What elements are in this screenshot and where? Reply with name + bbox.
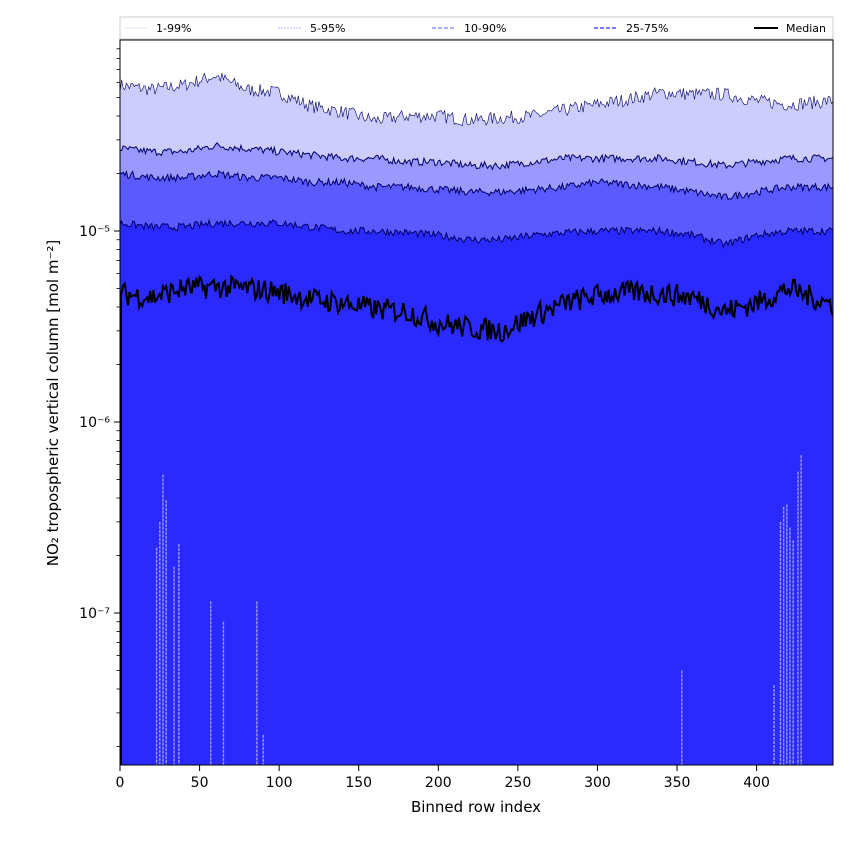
x-tick-label-50: 50 — [191, 775, 209, 791]
legend-label-0: 1-99% — [156, 22, 191, 35]
legend-label-4: Median — [786, 22, 826, 35]
x-tick-label-0: 0 — [116, 775, 125, 791]
legend-label-3: 25-75% — [626, 22, 668, 35]
x-tick-label-150: 150 — [345, 775, 372, 791]
x-tick-label-400: 400 — [743, 775, 770, 791]
band-edge-25-75% — [120, 218, 833, 249]
x-tick-label-300: 300 — [584, 775, 611, 791]
x-tick-label-100: 100 — [266, 775, 293, 791]
band-edge-5-95% — [120, 142, 833, 171]
x-tick-label-350: 350 — [664, 775, 691, 791]
plot-content — [120, 72, 833, 765]
x-tick-label-200: 200 — [425, 775, 452, 791]
y-axis-title: NO₂ tropospheric vertical column [mol m⁻… — [44, 240, 62, 566]
axes: 0 50 100 150 200 250 300 350 400 10⁻⁷ 10⁻⁶ 10⁻⁵ — [79, 39, 834, 791]
band-edge-10-90% — [120, 169, 833, 201]
legend-box — [119, 16, 834, 40]
median-line — [120, 274, 833, 343]
x-tick-label-250: 250 — [505, 775, 532, 791]
plot-frame — [119, 39, 834, 766]
y-tick-label-2: 10⁻⁵ — [79, 224, 110, 240]
y-tick-label-1: 10⁻⁶ — [79, 415, 110, 431]
legend-label-1: 5-95% — [310, 22, 345, 35]
band-25-75% — [120, 219, 833, 765]
band-edge-1-99% — [120, 72, 833, 127]
y-tick-label-0: 10⁻⁷ — [79, 606, 110, 622]
legend-label-2: 10-90% — [464, 22, 506, 35]
legend: 1-99% 5-95% 10-90% 25-75% Median — [119, 16, 834, 40]
plot-area — [120, 72, 833, 765]
x-axis-title: Binned row index — [411, 798, 541, 816]
